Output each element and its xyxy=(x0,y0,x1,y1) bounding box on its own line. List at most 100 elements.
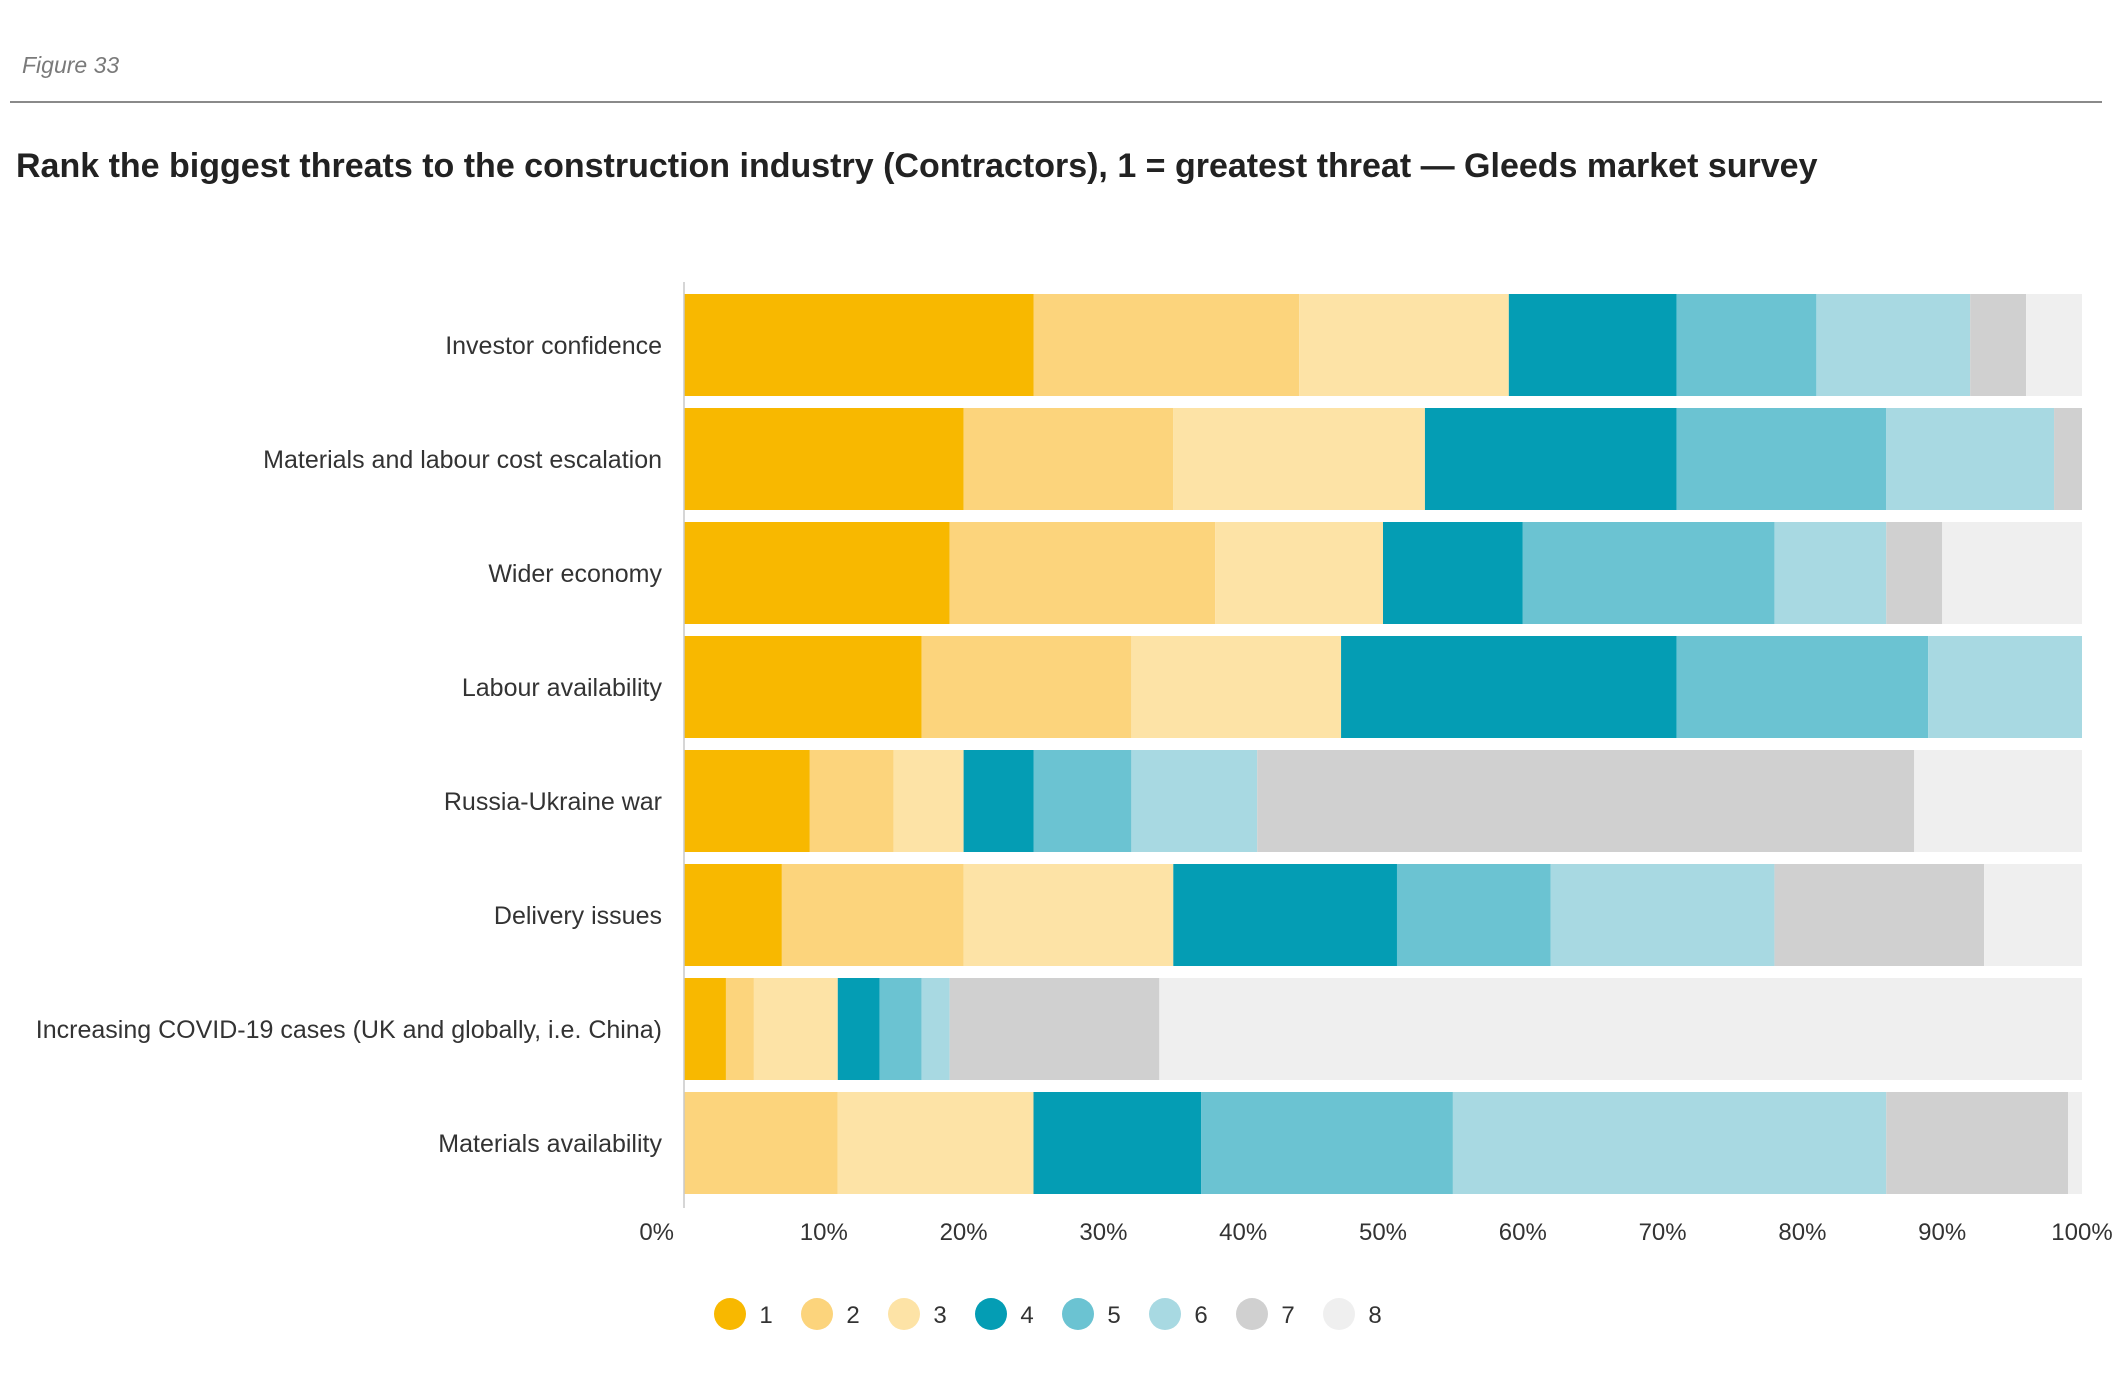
bar-segment-4-rank-2 xyxy=(921,636,1132,738)
category-label: Materials and labour cost escalation xyxy=(263,446,662,474)
figure-label: Figure 33 xyxy=(22,52,120,78)
bar-segment-5-rank-2 xyxy=(809,750,894,852)
bar-segment-1-rank-5 xyxy=(1676,294,1817,396)
category-label: Increasing COVID-19 cases (UK and global… xyxy=(36,1016,662,1044)
bar-segment-4-rank-5 xyxy=(1676,636,1929,738)
bar-segment-1-rank-6 xyxy=(1816,294,1971,396)
bar-segment-8-rank-4 xyxy=(1033,1092,1202,1194)
bar-segment-5-rank-5 xyxy=(1033,750,1132,852)
x-axis-ticks: 0% 10% 20% 30% 40% 50% 60% 70% 80% 90% 100% xyxy=(639,1219,2112,1246)
legend-label: 2 xyxy=(846,1302,859,1329)
bar-segment-6-rank-3 xyxy=(963,864,1174,966)
bar-segment-3-rank-6 xyxy=(1774,522,1887,624)
bar-segment-1-rank-2 xyxy=(1033,294,1300,396)
legend-swatch-7 xyxy=(1236,1298,1268,1330)
legend-swatch-1 xyxy=(714,1298,746,1330)
header-divider xyxy=(10,101,2102,103)
legend-swatch-3 xyxy=(888,1298,920,1330)
bar-segment-4-rank-1 xyxy=(684,636,922,738)
bar-segment-6-rank-7 xyxy=(1774,864,1985,966)
chart-title: Rank the biggest threats to the construc… xyxy=(16,147,1818,185)
legend-swatch-4 xyxy=(975,1298,1007,1330)
category-label: Labour availability xyxy=(462,674,663,702)
bar-segment-6-rank-2 xyxy=(781,864,964,966)
bar-segment-6-rank-4 xyxy=(1173,864,1397,966)
x-tick-label: 90% xyxy=(1918,1219,1966,1246)
bar-segment-3-rank-7 xyxy=(1886,522,1943,624)
legend-label: 4 xyxy=(1020,1302,1033,1329)
bar-segment-3-rank-4 xyxy=(1383,522,1523,624)
bar-segment-8-rank-7 xyxy=(1886,1092,2069,1194)
bar-segment-7-rank-3 xyxy=(753,978,838,1080)
x-tick-label: 20% xyxy=(940,1219,988,1246)
bar-segment-2-rank-3 xyxy=(1173,408,1425,510)
x-tick-label: 0% xyxy=(639,1219,674,1246)
category-label: Materials availability xyxy=(438,1130,662,1158)
bar-segment-8-rank-5 xyxy=(1201,1092,1453,1194)
bar-segment-1-rank-7 xyxy=(1970,294,2027,396)
bar-segment-5-rank-6 xyxy=(1131,750,1258,852)
bar-segment-2-rank-4 xyxy=(1424,408,1677,510)
x-tick-label: 30% xyxy=(1079,1219,1127,1246)
bar-segment-1-rank-4 xyxy=(1508,294,1677,396)
bar-segment-4-rank-3 xyxy=(1131,636,1342,738)
bar-segment-1-rank-3 xyxy=(1299,294,1509,396)
bar-segment-6-rank-1 xyxy=(684,864,782,966)
x-tick-label: 80% xyxy=(1778,1219,1826,1246)
category-labels: Investor confidence Materials and labour … xyxy=(36,332,663,1158)
bar-segment-7-rank-7 xyxy=(949,978,1160,1080)
x-tick-label: 60% xyxy=(1499,1219,1547,1246)
bar-segment-7-rank-6 xyxy=(921,978,950,1080)
bar-segment-5-rank-7 xyxy=(1257,750,1915,852)
bar-segment-6-rank-8 xyxy=(1984,864,2082,966)
bar-segment-2-rank-1 xyxy=(684,408,964,510)
x-tick-label: 70% xyxy=(1639,1219,1687,1246)
bar-segment-8-rank-2 xyxy=(684,1092,838,1194)
bar-segment-5-rank-8 xyxy=(1914,750,2082,852)
category-label: Russia-Ukraine war xyxy=(444,788,662,816)
legend-label: 8 xyxy=(1368,1302,1381,1329)
x-tick-label: 10% xyxy=(800,1219,848,1246)
bar-segment-1-rank-1 xyxy=(684,294,1034,396)
x-tick-label: 50% xyxy=(1359,1219,1407,1246)
bar-segment-3-rank-5 xyxy=(1522,522,1775,624)
bar-segment-6-rank-6 xyxy=(1550,864,1775,966)
bar-segment-4-rank-6 xyxy=(1928,636,2082,738)
bar-segment-8-rank-6 xyxy=(1452,1092,1887,1194)
bar-segment-8-rank-8 xyxy=(2068,1092,2082,1194)
legend-swatch-2 xyxy=(801,1298,833,1330)
bar-segment-4-rank-4 xyxy=(1341,636,1677,738)
legend-swatch-6 xyxy=(1149,1298,1181,1330)
x-tick-label: 100% xyxy=(2051,1219,2112,1246)
bar-segment-7-rank-4 xyxy=(837,978,880,1080)
legend-label: 5 xyxy=(1107,1302,1120,1329)
bar-segment-1-rank-8 xyxy=(2026,294,2082,396)
category-label: Investor confidence xyxy=(445,332,662,360)
bar-segment-2-rank-6 xyxy=(1886,408,2055,510)
x-tick-label: 40% xyxy=(1219,1219,1267,1246)
legend-swatch-8 xyxy=(1323,1298,1355,1330)
bar-segment-2-rank-5 xyxy=(1676,408,1887,510)
bar-segment-5-rank-3 xyxy=(893,750,964,852)
bars-layer xyxy=(684,294,2082,1194)
legend-label: 7 xyxy=(1281,1302,1294,1329)
category-label: Delivery issues xyxy=(494,902,662,930)
legend-label: 3 xyxy=(933,1302,946,1329)
bar-segment-5-rank-1 xyxy=(684,750,810,852)
bar-segment-3-rank-1 xyxy=(684,522,950,624)
bar-segment-7-rank-5 xyxy=(879,978,922,1080)
legend-swatch-5 xyxy=(1062,1298,1094,1330)
bar-segment-3-rank-2 xyxy=(949,522,1216,624)
legend-label: 6 xyxy=(1194,1302,1207,1329)
bar-segment-8-rank-3 xyxy=(837,1092,1034,1194)
bar-segment-5-rank-4 xyxy=(963,750,1034,852)
bar-segment-6-rank-5 xyxy=(1396,864,1551,966)
bar-segment-2-rank-2 xyxy=(963,408,1174,510)
bar-segment-2-rank-7 xyxy=(2054,408,2082,510)
bar-segment-7-rank-2 xyxy=(725,978,754,1080)
bar-segment-7-rank-8 xyxy=(1159,978,2082,1080)
legend: 1 2 3 4 5 6 7 8 xyxy=(714,1298,1382,1330)
bar-segment-3-rank-8 xyxy=(1942,522,2082,624)
category-label: Wider economy xyxy=(488,560,662,588)
